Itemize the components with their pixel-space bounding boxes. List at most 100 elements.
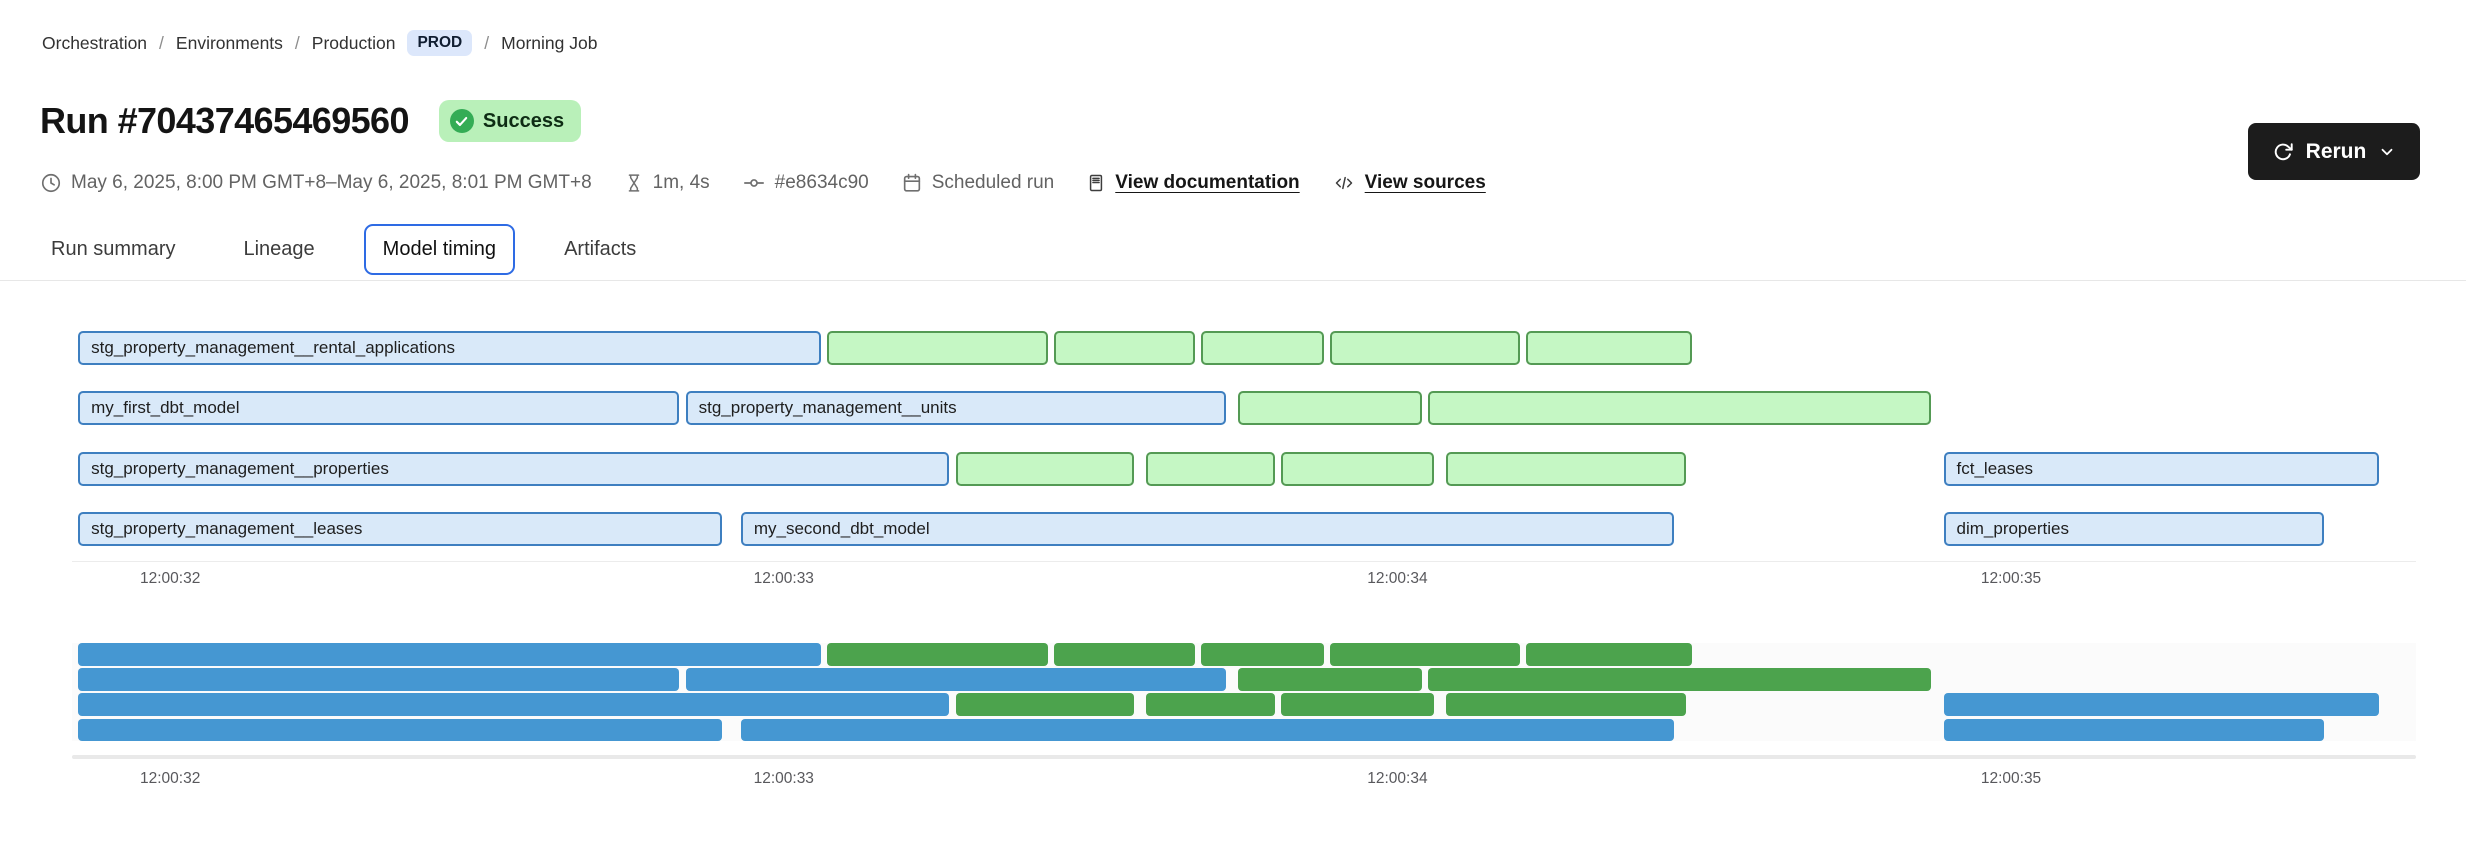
- refresh-icon: [2272, 141, 2294, 163]
- gantt-bar-label: stg_property_management__properties: [91, 458, 389, 478]
- minimap-bar-model[interactable]: [78, 718, 723, 742]
- gantt-bar-test[interactable]: [1201, 331, 1324, 365]
- gantt-bar-model[interactable]: my_first_dbt_model: [78, 391, 680, 426]
- calendar-icon: [901, 172, 923, 194]
- rerun-button[interactable]: Rerun: [2248, 123, 2420, 180]
- breadcrumb-morning-job[interactable]: Morning Job: [501, 32, 598, 53]
- axis-tick-label: 12:00:33: [753, 770, 814, 787]
- status-badge: Success: [438, 100, 582, 142]
- minimap-bar-test[interactable]: [1201, 643, 1324, 666]
- breadcrumb-production[interactable]: Production: [311, 32, 396, 53]
- gantt-bar-test[interactable]: [1280, 451, 1435, 486]
- breadcrumb-orchestration[interactable]: Orchestration: [42, 32, 148, 53]
- gantt-bar-test[interactable]: [1237, 391, 1422, 426]
- gantt-bar-label: dim_properties: [1956, 518, 2069, 538]
- gantt-bar-model[interactable]: stg_property_management__leases: [78, 511, 723, 546]
- gantt-bar-test[interactable]: [1428, 391, 1932, 426]
- breadcrumb-separator: /: [484, 32, 490, 53]
- run-time-range-text: May 6, 2025, 8:00 PM GMT+8–May 6, 2025, …: [71, 172, 592, 193]
- axis-tick-label: 12:00:32: [139, 570, 201, 587]
- minimap-bar-model[interactable]: [78, 693, 950, 716]
- minimap-bar-test[interactable]: [1446, 693, 1686, 716]
- axis-tick-label: 12:00:34: [1367, 770, 1428, 787]
- run-duration: 1m, 4s: [624, 172, 710, 194]
- gantt-bar-test[interactable]: [1145, 451, 1275, 486]
- check-circle-icon: [449, 109, 474, 133]
- axis-tick-label: 12:00:32: [139, 770, 201, 787]
- gantt-bar-label: my_first_dbt_model: [91, 398, 240, 418]
- minimap-bar-model[interactable]: [1943, 718, 2324, 742]
- minimap-bar-test[interactable]: [955, 693, 1134, 716]
- tab-artifacts[interactable]: Artifacts: [564, 238, 637, 260]
- minimap-bar-test[interactable]: [1428, 668, 1932, 691]
- model-timing-gantt: stg_property_management__rental_applicat…: [72, 325, 2416, 562]
- code-icon: [1332, 173, 1356, 193]
- minimap-bar-test[interactable]: [1145, 693, 1275, 716]
- axis-tick-label: 12:00:33: [753, 570, 814, 587]
- tabs-divider: [0, 280, 2466, 281]
- run-trigger: Scheduled run: [901, 172, 1055, 194]
- gantt-bar-label: stg_property_management__leases: [91, 518, 363, 538]
- tab-model-timing[interactable]: Model timing: [363, 224, 516, 275]
- minimap-bar-test[interactable]: [1237, 668, 1422, 691]
- minimap-bar-model[interactable]: [78, 643, 821, 666]
- view-sources-link[interactable]: View sources: [1364, 172, 1486, 193]
- minimap-bar-model[interactable]: [1943, 693, 2380, 716]
- gantt-bar-test[interactable]: [1329, 331, 1521, 365]
- view-documentation[interactable]: View documentation: [1086, 172, 1300, 194]
- tab-lineage[interactable]: Lineage: [243, 238, 315, 260]
- hourglass-icon: [624, 172, 644, 194]
- gantt-bar-model[interactable]: stg_property_management__rental_applicat…: [78, 331, 821, 365]
- gantt-bar-label: fct_leases: [1956, 458, 2034, 478]
- page-title: Run #70437465469560: [40, 100, 410, 141]
- gantt-bar-test[interactable]: [1526, 331, 1692, 365]
- gantt-bar-model[interactable]: fct_leases: [1943, 451, 2380, 486]
- breadcrumb-environments[interactable]: Environments: [175, 32, 283, 53]
- gantt-bar-label: my_second_dbt_model: [753, 518, 930, 538]
- run-tabs: Run summary Lineage Model timing Artifac…: [32, 224, 655, 275]
- run-trigger-text: Scheduled run: [931, 172, 1055, 193]
- environment-badge: PROD: [407, 30, 473, 56]
- minimap-track: [72, 755, 2416, 759]
- gantt-bar-model[interactable]: dim_properties: [1943, 511, 2324, 546]
- gantt-bar-label: stg_property_management__units: [698, 398, 957, 418]
- gantt-bar-test[interactable]: [1446, 451, 1686, 486]
- gantt-bar-model[interactable]: my_second_dbt_model: [740, 511, 1674, 546]
- gantt-minimap[interactable]: [72, 643, 2416, 742]
- minimap-bar-test[interactable]: [1053, 643, 1195, 666]
- minimap-bar-test[interactable]: [1280, 693, 1435, 716]
- rerun-label: Rerun: [2305, 139, 2367, 163]
- minimap-bar-test[interactable]: [1526, 643, 1692, 666]
- axis-tick-label: 12:00:35: [1980, 570, 2042, 587]
- gantt-bar-label: stg_property_management__rental_applicat…: [91, 338, 455, 357]
- run-meta-row: May 6, 2025, 8:00 PM GMT+8–May 6, 2025, …: [40, 172, 1486, 194]
- clock-icon: [40, 172, 62, 194]
- title-row: Run #70437465469560 Success: [40, 100, 582, 142]
- gantt-bar-test[interactable]: [826, 331, 1048, 365]
- breadcrumb-separator: /: [294, 32, 300, 53]
- minimap-bar-model[interactable]: [740, 718, 1674, 742]
- view-sources[interactable]: View sources: [1332, 172, 1486, 194]
- view-documentation-link[interactable]: View documentation: [1115, 172, 1300, 193]
- git-commit-icon: [742, 172, 766, 194]
- breadcrumb: Orchestration / Environments / Productio…: [42, 30, 597, 56]
- run-time-range: May 6, 2025, 8:00 PM GMT+8–May 6, 2025, …: [40, 172, 592, 194]
- commit-hash-text: #e8634c90: [774, 172, 869, 193]
- commit-hash: #e8634c90: [742, 172, 869, 194]
- minimap-bar-test[interactable]: [826, 643, 1048, 666]
- tab-run-summary[interactable]: Run summary: [51, 238, 176, 260]
- minimap-bar-model[interactable]: [78, 668, 680, 691]
- run-duration-text: 1m, 4s: [652, 172, 710, 193]
- gantt-bar-test[interactable]: [1053, 331, 1195, 365]
- gantt-bar-model[interactable]: stg_property_management__properties: [78, 451, 950, 486]
- axis-tick-label: 12:00:35: [1980, 770, 2042, 787]
- breadcrumb-separator: /: [159, 32, 164, 53]
- gantt-bar-test[interactable]: [955, 451, 1134, 486]
- minimap-bar-test[interactable]: [1329, 643, 1521, 666]
- minimap-bar-model[interactable]: [685, 668, 1226, 691]
- minimap-time-axis: 12:00:32 12:00:33 12:00:34 12:00:35: [72, 770, 2416, 790]
- gantt-time-axis: 12:00:32 12:00:33 12:00:34 12:00:35: [72, 570, 2416, 590]
- gantt-bar-model[interactable]: stg_property_management__units: [685, 391, 1226, 426]
- axis-tick-label: 12:00:34: [1367, 570, 1428, 587]
